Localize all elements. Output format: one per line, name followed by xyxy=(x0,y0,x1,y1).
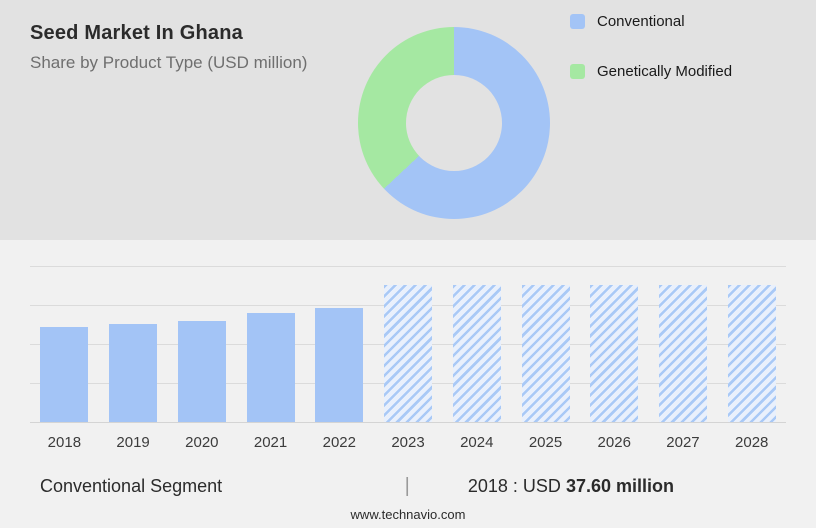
bar-column-2023 xyxy=(374,266,443,422)
donut-chart xyxy=(358,27,550,219)
chart-legend: Conventional Genetically Modified xyxy=(570,13,732,80)
bar-column-2025 xyxy=(511,266,580,422)
segment-label: Conventional Segment xyxy=(40,476,223,496)
x-axis-label-2021: 2021 xyxy=(253,434,288,451)
bar-historic-2021 xyxy=(246,313,295,422)
bar-forecast-2023 xyxy=(384,285,433,422)
bar-column-2026 xyxy=(580,266,649,422)
separator: | xyxy=(404,475,410,497)
bar-chart: 2018 2019 2020 2021 2022 2023 2024 2025 2026 2027… xyxy=(0,240,816,451)
footer-summary: Conventional Segment | 2018 : USD 37.60 … xyxy=(0,475,816,498)
bar-column-2020 xyxy=(167,266,236,422)
x-axis-label-2027: 2027 xyxy=(666,434,700,451)
x-axis-label-2026: 2026 xyxy=(597,434,631,451)
x-axis-label-2023: 2023 xyxy=(391,434,425,451)
segment-value-prefix: 2018 : USD xyxy=(467,476,561,496)
legend-swatch-conventional xyxy=(570,14,585,29)
bar-column-2027 xyxy=(649,266,718,422)
bar-column-2018 xyxy=(30,266,99,422)
bar-historic-2020 xyxy=(177,321,226,422)
gridline-baseline xyxy=(30,422,786,423)
bar-column-2021 xyxy=(236,266,305,422)
page-title: Seed Market In Ghana xyxy=(30,22,243,44)
x-axis-label-2020: 2020 xyxy=(185,434,219,451)
bar-plot-area xyxy=(30,266,786,423)
title-block: Seed Market In Ghana Share by Product Ty… xyxy=(30,22,307,73)
bar-forecast-2026 xyxy=(590,285,639,422)
website-url: www.technavio.com xyxy=(350,507,466,522)
donut-hole xyxy=(406,75,502,171)
bar-forecast-2024 xyxy=(452,285,501,422)
bar-column-2024 xyxy=(442,266,511,422)
bar-historic-2022 xyxy=(315,307,364,422)
bar-column-2028 xyxy=(717,266,786,422)
bar-forecast-2025 xyxy=(521,285,570,422)
bar-forecast-2027 xyxy=(658,285,707,422)
x-axis-label-2018: 2018 xyxy=(47,434,82,451)
bar-historic-2018 xyxy=(40,326,89,422)
legend-item-conventional: Conventional xyxy=(570,13,732,30)
x-axis-label-2028: 2028 xyxy=(735,434,769,451)
bar-historic-2019 xyxy=(109,323,158,422)
x-axis-labels: 2018 2019 2020 2021 2022 2023 2024 2025 2026 2027… xyxy=(30,434,786,451)
page-subtitle: Share by Product Type (USD million) xyxy=(30,53,308,72)
x-axis-label-2025: 2025 xyxy=(528,434,563,451)
bar-column-2019 xyxy=(99,266,168,422)
bar-column-2022 xyxy=(305,266,374,422)
x-axis-label-2022: 2022 xyxy=(322,434,356,451)
header-panel: Seed Market In Ghana Share by Product Ty… xyxy=(0,0,816,240)
segment-value-bold: 37.60 million xyxy=(565,476,674,496)
legend-swatch-genetically-modified xyxy=(570,64,585,79)
bar-chart-panel: 2018 2019 2020 2021 2022 2023 2024 2025 2026 2027… xyxy=(0,240,816,528)
x-axis-label-2024: 2024 xyxy=(460,434,494,451)
x-axis-label-2019: 2019 xyxy=(116,434,150,451)
segment-value: 2018 : USD 37.60 million xyxy=(468,476,674,497)
gridline xyxy=(30,266,786,267)
bar-forecast-2028 xyxy=(727,285,776,422)
legend-label-genetically-modified: Genetically Modified xyxy=(597,63,733,80)
legend-item-genetically-modified: Genetically Modified xyxy=(570,63,732,80)
legend-label-conventional: Conventional xyxy=(597,13,685,30)
